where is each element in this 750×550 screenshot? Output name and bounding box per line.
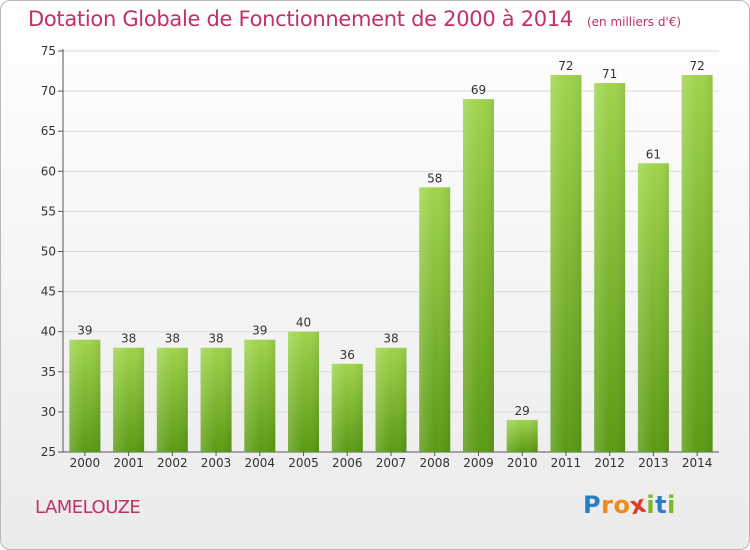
bar-shade <box>113 347 145 452</box>
data-label: 38 <box>383 332 398 346</box>
data-label: 29 <box>515 404 530 418</box>
x-tick-label: 2008 <box>419 456 450 470</box>
bar-shade <box>506 419 538 452</box>
bar-shade <box>550 75 582 452</box>
x-tick-label: 2005 <box>288 456 319 470</box>
x-tick-label: 2003 <box>201 456 232 470</box>
y-tick-label: 50 <box>41 245 56 259</box>
x-tick-label: 2001 <box>113 456 144 470</box>
data-label: 61 <box>646 147 661 161</box>
x-tick-label: 2002 <box>157 456 188 470</box>
bar-shade <box>288 331 320 452</box>
y-tick-label: 65 <box>41 124 56 138</box>
y-tick-label: 45 <box>41 285 56 299</box>
logo-letter: t <box>655 491 668 519</box>
data-label: 39 <box>77 324 92 338</box>
x-tick-label: 2009 <box>463 456 494 470</box>
logo-letter: r <box>601 491 614 519</box>
y-tick-label: 40 <box>41 325 56 339</box>
x-tick-labels: 2000 2001 2002 2003 2004 2005 2006 2007 2008 2009… <box>70 456 713 470</box>
bar-shade <box>69 339 101 452</box>
bar-shade <box>375 347 407 452</box>
bars <box>69 75 713 453</box>
logo-letter: o <box>613 491 631 519</box>
data-label: 72 <box>689 59 704 73</box>
data-label: 38 <box>121 332 136 346</box>
data-label: 71 <box>602 67 617 81</box>
bar-shade <box>244 339 276 452</box>
bar-shade <box>594 83 626 452</box>
bar-shade <box>331 363 363 452</box>
x-tick-label: 2012 <box>594 456 625 470</box>
data-label: 58 <box>427 171 442 185</box>
chart-subtitle: (en milliers d'€) <box>586 15 682 29</box>
y-tick-label: 25 <box>41 445 56 459</box>
x-tick-label: 2013 <box>638 456 669 470</box>
x-tick-label: 2011 <box>551 456 582 470</box>
y-tick-labels: 25 30 35 40 45 50 55 60 65 70 75 <box>41 44 56 459</box>
y-tick-label: 35 <box>41 365 56 379</box>
bar-shade <box>156 347 188 452</box>
bar-shade <box>419 187 451 452</box>
data-label: 40 <box>296 316 311 330</box>
logo-letter: P <box>583 491 602 519</box>
y-tick-label: 30 <box>41 405 56 419</box>
bar-shade <box>637 163 669 452</box>
chart-title-text: Dotation Globale de Fonctionnement de 20… <box>28 7 573 31</box>
x-tick-label: 2000 <box>70 456 101 470</box>
data-label: 72 <box>558 59 573 73</box>
x-tick-label: 2006 <box>332 456 363 470</box>
x-tick-label: 2004 <box>245 456 276 470</box>
x-tick-label: 2010 <box>507 456 538 470</box>
data-label: 36 <box>340 348 355 362</box>
bar-shade <box>462 99 494 453</box>
y-tick-label: 60 <box>41 164 56 178</box>
proxiti-logo: Proxiti <box>583 490 676 521</box>
bar-shade <box>681 75 713 452</box>
y-tick-label: 70 <box>41 84 56 98</box>
data-label: 38 <box>208 332 223 346</box>
x-tick-label: 2014 <box>682 456 713 470</box>
data-label: 69 <box>471 83 486 97</box>
logo-letter: i <box>646 491 656 519</box>
y-tick-label: 55 <box>41 204 56 218</box>
bar-shade <box>200 347 232 452</box>
data-labels: 39 38 38 38 39 40 36 38 58 69 29 72 71 61 72 <box>77 59 705 418</box>
y-tick-label: 75 <box>41 44 56 58</box>
data-label: 39 <box>252 324 267 338</box>
x-tick-label: 2007 <box>376 456 407 470</box>
chart-title: Dotation Globale de Fonctionnement de 20… <box>28 7 681 31</box>
logo-letter: i <box>667 491 676 519</box>
commune-name: LAMELOUZE <box>35 497 141 518</box>
data-label: 38 <box>165 332 180 346</box>
